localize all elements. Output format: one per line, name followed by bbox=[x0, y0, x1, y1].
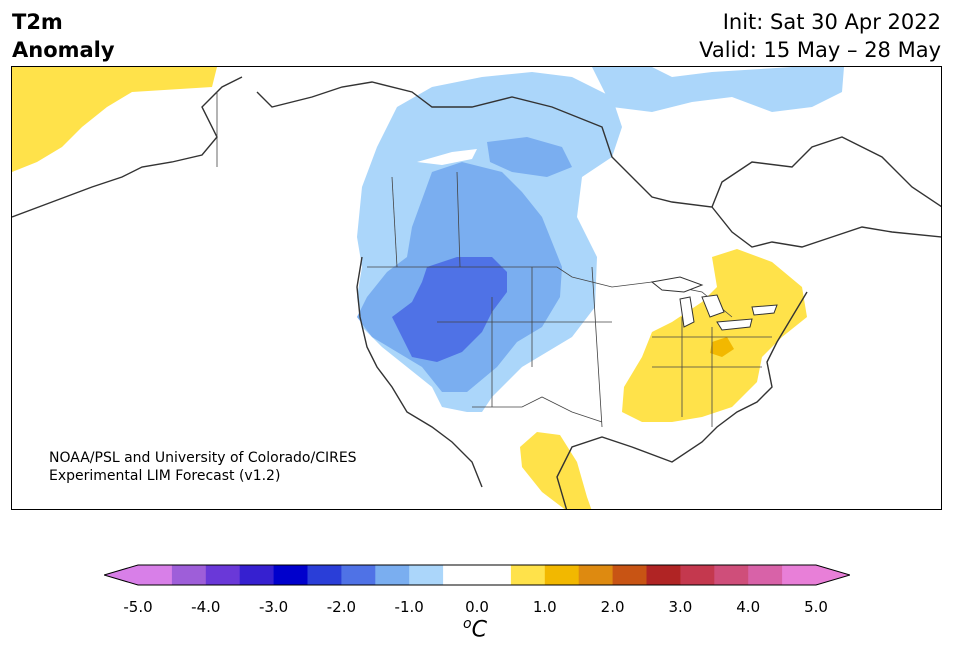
credit-text: NOAA/PSL and University of Colorado/CIRE… bbox=[49, 449, 357, 485]
warm-region-east bbox=[622, 249, 807, 422]
warm-region-core bbox=[710, 337, 734, 357]
title-line-1: T2m bbox=[12, 10, 63, 34]
colorbar-segment bbox=[239, 565, 275, 585]
colorbar-segment bbox=[680, 565, 715, 585]
colorbar-segment bbox=[375, 565, 410, 585]
colorbar-tick-label: -4.0 bbox=[191, 598, 221, 616]
colorbar-tick-label: 2.0 bbox=[600, 598, 625, 616]
valid-range: Valid: 15 May – 28 May bbox=[699, 38, 941, 62]
colorbar-segment bbox=[477, 565, 512, 585]
title-line-2: Anomaly bbox=[12, 38, 115, 62]
colorbar-segment bbox=[171, 565, 207, 585]
colorbar-segment bbox=[748, 565, 783, 585]
unit-letter: C bbox=[471, 617, 487, 643]
great-lakes bbox=[650, 276, 778, 331]
colorbar-tick-label: -1.0 bbox=[394, 598, 424, 616]
colorbar-segment bbox=[138, 565, 173, 585]
init-date: Init: Sat 30 Apr 2022 bbox=[722, 10, 941, 34]
colorbar-tick-label: -5.0 bbox=[123, 598, 153, 616]
colorbar-segment bbox=[443, 565, 478, 585]
colorbar-segment bbox=[205, 565, 241, 585]
forecast-dates: Init: Sat 30 Apr 2022 Valid: 15 May – 28… bbox=[699, 8, 941, 64]
colorbar-segment bbox=[714, 565, 749, 585]
colorbar-segment bbox=[510, 565, 546, 585]
colorbar-tick-label: 0.0 bbox=[465, 598, 489, 616]
colorbar-segment bbox=[341, 565, 376, 585]
white-lake-patch bbox=[417, 149, 477, 165]
chart-title: T2m Anomaly bbox=[12, 8, 115, 64]
colorbar-svg bbox=[102, 564, 852, 586]
unit-degree: o bbox=[463, 616, 472, 632]
warm-region-mexico bbox=[520, 432, 592, 509]
coastlines bbox=[12, 76, 941, 509]
credit-line-2: Experimental LIM Forecast (v1.2) bbox=[49, 468, 281, 484]
cold-region-medium-north bbox=[487, 137, 572, 177]
cold-region-arctic-1 bbox=[592, 67, 844, 112]
colorbar-segment bbox=[273, 565, 308, 585]
colorbar bbox=[102, 564, 852, 598]
colorbar-tick-label: 4.0 bbox=[736, 598, 761, 616]
political-borders bbox=[216, 92, 772, 428]
warm-region-alaska bbox=[12, 67, 217, 172]
map-svg bbox=[12, 67, 941, 509]
colorbar-segment bbox=[409, 565, 444, 585]
colorbar-segment bbox=[307, 565, 342, 585]
colorbar-segment bbox=[646, 565, 681, 585]
colorbar-tick-label: -2.0 bbox=[326, 598, 357, 616]
colorbar-tick-label: 3.0 bbox=[668, 598, 693, 616]
credit-line-1: NOAA/PSL and University of Colorado/CIRE… bbox=[49, 450, 357, 466]
colorbar-tick-label: -3.0 bbox=[258, 598, 289, 616]
colorbar-tick-label: 5.0 bbox=[804, 598, 828, 616]
colorbar-tick-label: 1.0 bbox=[532, 598, 557, 616]
anomaly-map bbox=[11, 66, 942, 510]
colorbar-under-arrow bbox=[104, 565, 138, 585]
cold-region-dark bbox=[392, 257, 507, 362]
colorbar-ticks: -5.0 -4.0 -3.0 -2.0 -1.0 0.0 1.0 2.0 3.0 4.0 5.0 bbox=[0, 598, 953, 618]
colorbar-segment bbox=[578, 565, 614, 585]
colorbar-segment bbox=[544, 565, 580, 585]
colorbar-unit: oC bbox=[463, 616, 487, 642]
colorbar-segment bbox=[782, 565, 817, 585]
colorbar-over-arrow bbox=[816, 565, 850, 585]
colorbar-segment bbox=[612, 565, 647, 585]
